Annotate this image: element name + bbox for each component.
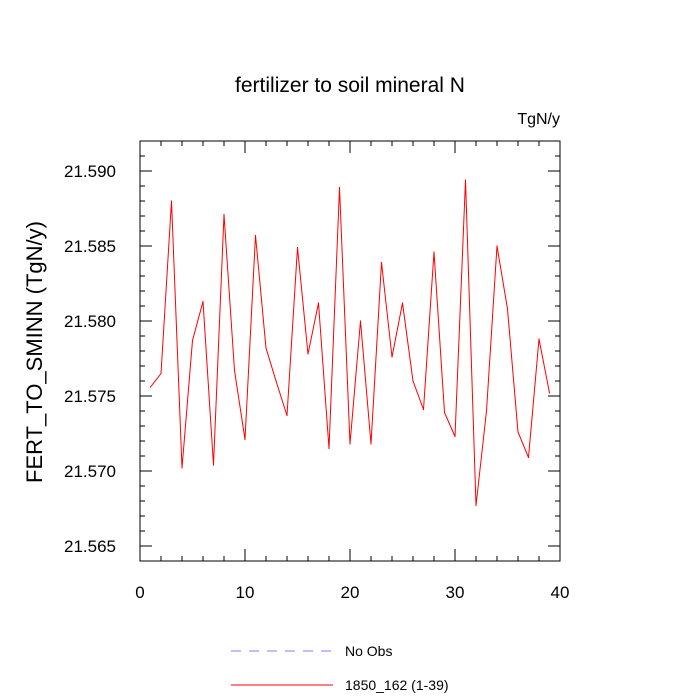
x-tick-label: 30 [446,583,465,602]
data-point [475,504,477,507]
data-point [401,302,404,304]
data-point [265,347,267,349]
y-tick-label: 21.590 [64,162,116,181]
data-point [454,435,456,438]
y-axis-ticks: 21.565 21.570 21.575 21.580 21.585 21.590 [64,140,560,562]
y-axis-label: FERT_TO_SMINN (TgN/y) [22,221,47,483]
y-tick-label: 21.565 [64,537,116,556]
data-point [307,353,309,355]
data-point [212,464,215,466]
x-tick-label: 40 [551,583,570,602]
data-point [254,234,257,237]
plot-frame [139,140,561,562]
data-point [517,431,519,433]
data-point [181,467,183,469]
data-point [496,245,498,247]
chart-title: fertilizer to soil mineral N [235,74,465,97]
data-point [233,369,236,372]
data-point [160,372,162,375]
y-tick-label: 21.575 [64,387,116,406]
data-point [275,381,278,384]
data-point [328,447,330,450]
series-line [150,179,550,506]
data-point [506,308,509,310]
data-point [349,443,351,445]
data-point [391,356,393,358]
data-point [433,251,435,253]
data-point [191,339,194,342]
data-point [538,338,540,340]
data-point [202,300,204,303]
series-layer [149,179,551,507]
x-tick-label: 20 [341,583,360,602]
data-point [149,386,152,388]
data-point [338,186,341,189]
data-point [485,410,488,412]
data-point [380,261,383,264]
data-point [170,200,173,202]
y-tick-label: 21.580 [64,312,116,331]
legend: No Obs 1850_162 (1-39) [231,643,449,693]
data-point [286,414,288,417]
data-point [412,380,414,382]
data-point [527,456,530,459]
y-tick-label: 21.570 [64,462,116,481]
data-point [244,438,246,441]
data-point [443,411,446,414]
units-label: TgN/y [517,111,560,128]
data-point [223,213,225,216]
data-point [422,408,425,411]
data-point [359,320,362,322]
y-tick-label: 21.585 [64,237,116,256]
data-point [370,443,372,445]
data-point [548,392,551,394]
legend-label: No Obs [345,643,392,659]
data-point [464,179,467,181]
legend-label: 1850_162 (1-39) [345,677,449,693]
x-tick-label: 0 [135,583,144,602]
data-point [296,246,299,249]
data-point [317,302,320,304]
x-axis-ticks: 0 10 20 30 40 [135,141,569,602]
x-tick-label: 10 [236,583,255,602]
